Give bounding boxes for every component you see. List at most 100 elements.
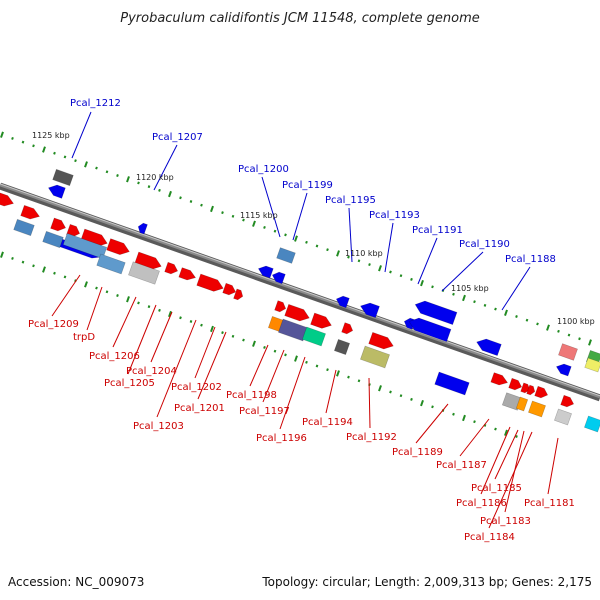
gene-feature	[164, 261, 179, 275]
tick-mark	[231, 334, 235, 338]
tick-mark	[210, 205, 214, 213]
tick-mark	[53, 271, 56, 275]
tick-mark	[326, 248, 329, 252]
tick-mark	[273, 349, 277, 353]
gene-feature	[128, 261, 160, 285]
label-leader	[415, 403, 449, 444]
label-leader	[112, 296, 137, 348]
gene-label: Pcal_1189	[392, 447, 443, 458]
gene-feature	[434, 371, 470, 396]
label-leader	[417, 237, 438, 285]
scale-label: 1105 kbp	[451, 284, 489, 293]
tick-mark	[147, 185, 151, 189]
tick-mark	[168, 310, 172, 318]
tick-mark	[32, 264, 35, 268]
label-leader	[261, 176, 281, 238]
tick-mark	[231, 214, 235, 218]
tick-mark	[452, 412, 455, 416]
gene-label: Pcal_1193	[369, 210, 420, 221]
tick-mark	[221, 211, 224, 215]
label-leader	[156, 319, 197, 418]
gene-labels: Pcal_1212 Pcal_1207 Pcal_1200 Pcal_1199 Pcal…	[28, 98, 575, 543]
gene-feature	[284, 303, 310, 322]
gene-feature	[526, 384, 536, 396]
tick-mark	[42, 146, 46, 153]
tick-mark	[42, 266, 46, 273]
tick-mark	[126, 176, 130, 183]
gene-feature	[0, 191, 14, 207]
gene-label: Pcal_1203	[133, 421, 184, 432]
gene-feature	[233, 288, 244, 301]
tick-mark	[462, 294, 466, 302]
tick-mark	[389, 270, 392, 274]
tick-mark	[357, 379, 361, 383]
tick-mark	[347, 375, 350, 379]
tick-mark	[525, 318, 529, 322]
tick-mark	[431, 405, 434, 409]
label-leader	[86, 286, 103, 331]
label-leader	[292, 192, 308, 241]
gene-feature	[42, 230, 64, 249]
gene-feature	[271, 271, 286, 285]
tick-mark	[473, 420, 476, 424]
gene-feature	[476, 338, 502, 357]
gene-label: Pcal_1212	[70, 98, 121, 109]
tick-mark	[242, 338, 245, 342]
gene-label: Pcal_1184	[464, 532, 515, 543]
gene-label: Pcal_1200	[238, 164, 289, 175]
tick-mark	[336, 250, 340, 257]
tick-mark	[179, 196, 182, 200]
tick-mark	[399, 274, 403, 278]
tick-mark	[105, 290, 109, 294]
label-leader	[488, 431, 533, 529]
gene-feature	[137, 222, 148, 235]
label-leader	[441, 251, 484, 292]
tick-mark	[84, 161, 88, 168]
label-leader	[325, 369, 337, 414]
tick-mark	[137, 301, 140, 305]
gene-feature	[302, 326, 326, 347]
gene-feature	[584, 415, 600, 433]
tick-mark	[116, 294, 119, 297]
tick-mark	[126, 296, 130, 303]
tick-mark	[11, 256, 14, 260]
gene-feature	[20, 204, 40, 220]
gene-feature	[66, 223, 81, 238]
gene-feature	[554, 408, 572, 426]
tick-mark	[326, 368, 329, 372]
tick-mark	[305, 360, 308, 364]
label-leader	[459, 418, 490, 457]
gene-label: trpD	[73, 332, 95, 343]
label-leader	[480, 426, 511, 495]
tick-mark	[294, 235, 298, 242]
topology-text: Topology: circular; Length: 2,009,313 bp…	[261, 575, 592, 589]
label-leader	[368, 377, 371, 429]
gene-feature	[360, 345, 390, 369]
gene-label: Pcal_1204	[126, 366, 177, 377]
tick-mark	[11, 136, 14, 140]
gene-feature	[560, 394, 575, 408]
tick-mark	[336, 370, 340, 377]
gene-label: Pcal_1190	[459, 239, 510, 250]
gene-feature	[106, 238, 130, 255]
tick-mark	[95, 166, 98, 170]
tick-mark	[252, 220, 256, 227]
tick-mark	[536, 322, 539, 326]
tick-mark	[410, 277, 413, 281]
gene-feature	[508, 377, 523, 391]
gene-feature	[335, 295, 350, 309]
tick-mark	[504, 429, 508, 436]
tick-mark	[557, 329, 560, 333]
tick-mark	[494, 307, 497, 311]
label-leader	[71, 111, 92, 159]
tick-mark	[0, 251, 4, 258]
label-leader	[262, 349, 285, 403]
tick-mark	[137, 181, 140, 185]
tick-mark	[221, 331, 224, 335]
scale-labels: 1125 kbp 1120 kbp 1115 kbp 1110 kbp 1105 kbp…	[32, 131, 595, 326]
tick-mark	[315, 244, 319, 248]
tick-mark	[242, 218, 245, 222]
gene-feature	[196, 273, 224, 292]
tick-mark	[588, 339, 592, 346]
